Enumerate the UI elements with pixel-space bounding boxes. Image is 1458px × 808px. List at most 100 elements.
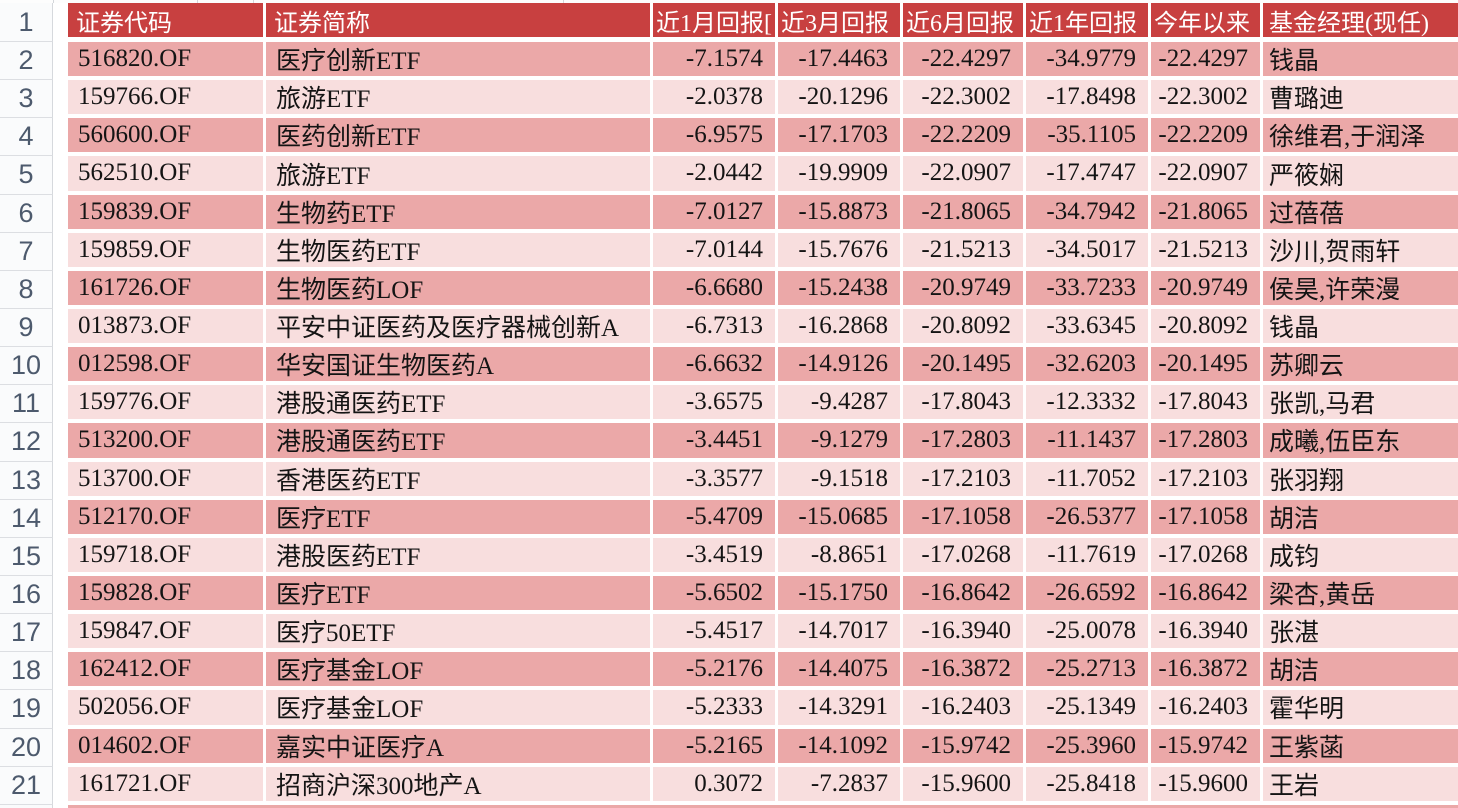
cell-return-1m[interactable]: -5.2165: [653, 728, 778, 767]
cell-name[interactable]: 港股通医药ETF: [266, 423, 653, 462]
cell-return-1m[interactable]: -3.6575: [653, 385, 778, 424]
cell-ytd[interactable]: -15.9742: [1151, 728, 1263, 767]
cell-return-3m[interactable]: -15.8873: [778, 194, 903, 233]
cell-return-6m[interactable]: -22.3002: [903, 80, 1026, 119]
header-return-6m[interactable]: 近6月回报: [903, 3, 1026, 42]
row-number[interactable]: 12: [0, 423, 53, 462]
cell-manager[interactable]: 徐维君,于润泽: [1263, 118, 1458, 157]
cell-code[interactable]: 161721.OF: [68, 766, 266, 805]
cell-return-1y[interactable]: -11.7052: [1026, 461, 1151, 500]
row-number[interactable]: 17: [0, 614, 53, 653]
cell-return-1m[interactable]: -2.0442: [653, 156, 778, 195]
cell-return-6m[interactable]: -22.2209: [903, 118, 1026, 157]
cell-return-3m[interactable]: -17.4463: [778, 42, 903, 81]
cell-return-6m[interactable]: -16.8642: [903, 575, 1026, 615]
cell-ytd[interactable]: -20.8092: [1151, 308, 1263, 348]
cell-manager[interactable]: 胡洁: [1263, 499, 1458, 538]
cell-return-6m[interactable]: -15.9742: [903, 728, 1026, 767]
cell-manager[interactable]: 苏卿云: [1263, 347, 1458, 386]
cell-return-6m[interactable]: -20.1495: [903, 347, 1026, 386]
row-number[interactable]: 8: [0, 270, 53, 309]
cell-return-1y[interactable]: -25.8418: [1026, 766, 1151, 805]
cell-name[interactable]: 旅游ETF: [266, 156, 653, 195]
row-number[interactable]: 20: [0, 728, 53, 767]
cell-code[interactable]: 012598.OF: [68, 347, 266, 386]
cell-ytd[interactable]: -22.3002: [1151, 80, 1263, 119]
row-number[interactable]: 5: [0, 156, 53, 195]
cell-manager[interactable]: 曹璐迪: [1263, 80, 1458, 119]
cell-name[interactable]: 嘉实中证医疗A: [266, 728, 653, 767]
cell-ytd[interactable]: -22.2209: [1151, 118, 1263, 157]
header-ytd[interactable]: 今年以来: [1151, 3, 1263, 42]
header-return-1y[interactable]: 近1年回报: [1026, 3, 1151, 42]
cell-name[interactable]: 生物医药ETF: [266, 232, 653, 271]
cell-name[interactable]: 平安中证医药及医疗器械创新A: [266, 308, 653, 348]
cell-code[interactable]: 562510.OF: [68, 156, 266, 195]
cell-return-6m[interactable]: -17.0268: [903, 537, 1026, 576]
cell-return-6m[interactable]: -17.2103: [903, 461, 1026, 500]
row-number[interactable]: 10: [0, 347, 53, 386]
cell-return-6m[interactable]: -17.8043: [903, 385, 1026, 424]
cell-return-6m[interactable]: -16.2403: [903, 690, 1026, 729]
cell-code[interactable]: 516820.OF: [68, 42, 266, 81]
row-number[interactable]: 21: [0, 766, 53, 805]
cell-return-6m[interactable]: -21.8065: [903, 194, 1026, 233]
header-return-1m[interactable]: 近1月回报[: [653, 3, 778, 42]
cell-ytd[interactable]: -16.2403: [1151, 690, 1263, 729]
cell-ytd[interactable]: -15.9600: [1151, 766, 1263, 805]
row-number[interactable]: 4: [0, 118, 53, 157]
cell-name[interactable]: 香港医药ETF: [266, 461, 653, 500]
cell-return-1m[interactable]: -6.7313: [653, 308, 778, 348]
cell-return-1y[interactable]: -11.1437: [1026, 423, 1151, 462]
cell-return-3m[interactable]: -14.7017: [778, 614, 903, 653]
cell-return-1y[interactable]: -34.7942: [1026, 194, 1151, 233]
cell-code[interactable]: 560600.OF: [68, 118, 266, 157]
cell-return-3m[interactable]: -15.7676: [778, 232, 903, 271]
cell-manager[interactable]: 张羽翔: [1263, 461, 1458, 500]
cell-name[interactable]: 港股通医药ETF: [266, 385, 653, 424]
cell-manager[interactable]: 张凯,马君: [1263, 385, 1458, 424]
cell-ytd[interactable]: -16.8642: [1151, 575, 1263, 615]
cell-return-6m[interactable]: -21.5213: [903, 232, 1026, 271]
cell-code[interactable]: 159776.OF: [68, 385, 266, 424]
cell-name[interactable]: 医疗基金LOF: [266, 652, 653, 691]
cell-code[interactable]: 512170.OF: [68, 499, 266, 538]
cell-return-1y[interactable]: -34.5017: [1026, 232, 1151, 271]
cell-manager[interactable]: 王岩: [1263, 766, 1458, 805]
row-number[interactable]: 16: [0, 575, 53, 615]
row-number[interactable]: 9: [0, 308, 53, 348]
row-number[interactable]: 13: [0, 461, 53, 500]
cell-name[interactable]: 医疗创新ETF: [266, 42, 653, 81]
cell-return-1y[interactable]: -25.2713: [1026, 652, 1151, 691]
cell-return-1y[interactable]: -25.3960: [1026, 728, 1151, 767]
cell-ytd[interactable]: -20.9749: [1151, 270, 1263, 309]
cell-return-1y[interactable]: -25.1349: [1026, 690, 1151, 729]
cell-manager[interactable]: 钱晶: [1263, 308, 1458, 348]
cell-return-1m[interactable]: -5.4517: [653, 614, 778, 653]
cell-return-1m[interactable]: 0.3072: [653, 766, 778, 805]
cell-return-1y[interactable]: -33.6345: [1026, 308, 1151, 348]
cell-return-1y[interactable]: -34.9779: [1026, 42, 1151, 81]
cell-ytd[interactable]: -21.5213: [1151, 232, 1263, 271]
cell-manager[interactable]: 张湛: [1263, 614, 1458, 653]
cell-return-3m[interactable]: -15.0685: [778, 499, 903, 538]
cell-return-6m[interactable]: -16.3940: [903, 614, 1026, 653]
cell-return-6m[interactable]: -22.0907: [903, 156, 1026, 195]
cell-code[interactable]: 502056.OF: [68, 690, 266, 729]
cell-name[interactable]: 医疗ETF: [266, 499, 653, 538]
cell-code[interactable]: 159718.OF: [68, 537, 266, 576]
cell-return-1y[interactable]: -11.7619: [1026, 537, 1151, 576]
cell-manager[interactable]: 王紫菡: [1263, 728, 1458, 767]
cell-ytd[interactable]: -17.2103: [1151, 461, 1263, 500]
row-number[interactable]: 18: [0, 652, 53, 691]
cell-return-6m[interactable]: -17.2803: [903, 423, 1026, 462]
cell-ytd[interactable]: -17.2803: [1151, 423, 1263, 462]
cell-return-1m[interactable]: -7.0144: [653, 232, 778, 271]
cell-code[interactable]: 013873.OF: [68, 308, 266, 348]
cell-manager[interactable]: 沙川,贺雨轩: [1263, 232, 1458, 271]
cell-return-1y[interactable]: -35.1105: [1026, 118, 1151, 157]
cell-name[interactable]: 旅游ETF: [266, 80, 653, 119]
cell-ytd[interactable]: -22.4297: [1151, 42, 1263, 81]
cell-manager[interactable]: 严筱娴: [1263, 156, 1458, 195]
cell-return-1m[interactable]: -3.4519: [653, 537, 778, 576]
